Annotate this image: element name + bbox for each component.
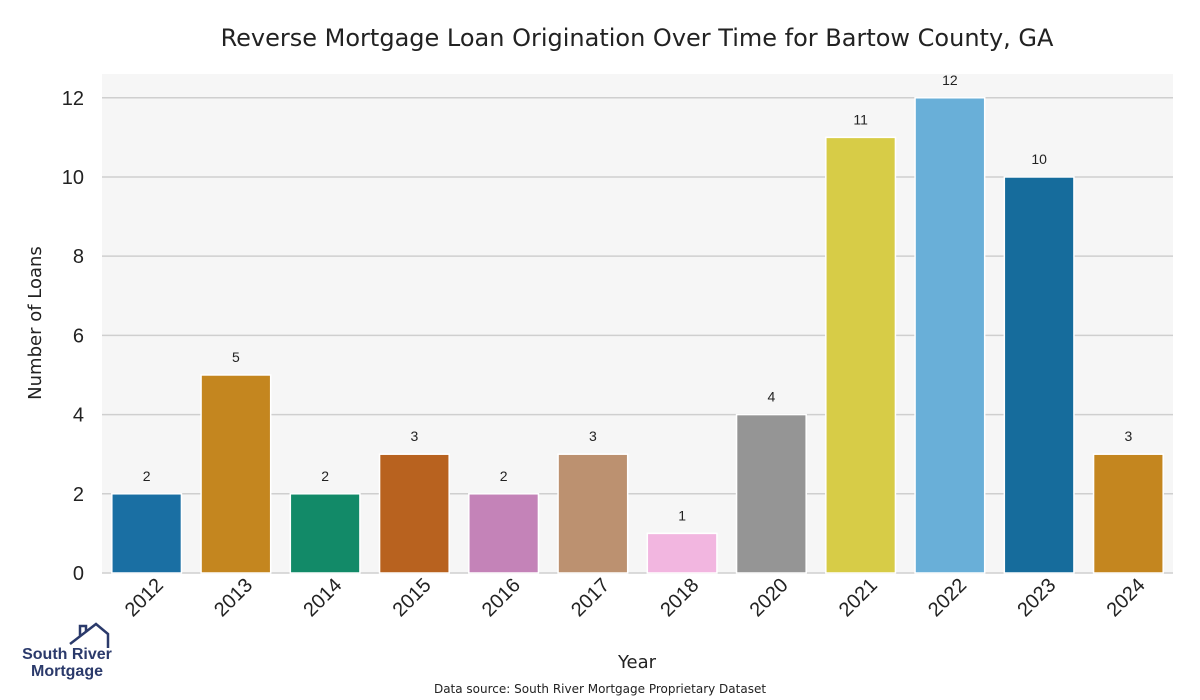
south-river-logo: South River Mortgage — [22, 622, 112, 680]
x-tick-label-2021: 2021 — [835, 574, 882, 621]
bar-2015 — [378, 453, 450, 574]
y-tick-label: 12 — [62, 88, 84, 110]
x-tick-label-2012: 2012 — [121, 574, 168, 621]
data-label-2015: 3 — [410, 428, 418, 444]
x-tick-labels: 2012 2013 2014 2015 2016 2017 2018 2020 2021 2022… — [121, 574, 1150, 621]
data-label-2020: 4 — [767, 389, 775, 405]
bar-2023 — [1003, 176, 1075, 574]
data-label-2016: 2 — [500, 468, 508, 484]
data-source-note: Data source: South River Mortgage Propri… — [434, 682, 766, 696]
x-tick-label-2018: 2018 — [656, 574, 703, 621]
bar-2014 — [289, 493, 361, 574]
bar-2013 — [200, 374, 272, 574]
data-labels: 2 5 2 3 2 3 1 4 11 12 10 3 — [143, 72, 1133, 524]
data-label-2012: 2 — [143, 468, 151, 484]
x-tick-label-2020: 2020 — [746, 574, 793, 621]
y-axis-label: Number of Loans — [25, 246, 46, 400]
bars — [111, 97, 1164, 574]
x-tick-label-2023: 2023 — [1013, 574, 1060, 621]
y-tick-labels: 0 2 4 6 8 10 12 — [62, 88, 84, 585]
data-label-2024: 3 — [1124, 428, 1132, 444]
logo-line-1: South River — [22, 646, 112, 663]
gridlines — [102, 97, 1173, 574]
x-tick-label-2024: 2024 — [1103, 574, 1150, 621]
bar-2016 — [468, 493, 540, 574]
x-tick-label-2022: 2022 — [924, 574, 971, 621]
x-axis-label: Year — [617, 652, 657, 673]
data-label-2013: 5 — [232, 349, 240, 365]
plot-background — [102, 74, 1173, 573]
data-label-2017: 3 — [589, 428, 597, 444]
y-tick-label: 2 — [73, 484, 84, 506]
data-label-2023: 10 — [1031, 151, 1047, 167]
y-tick-label: 4 — [73, 405, 84, 427]
x-tick-label-2017: 2017 — [567, 574, 614, 621]
logo-line-2: Mortgage — [31, 663, 103, 680]
bar-2022 — [914, 97, 986, 574]
y-tick-label: 6 — [73, 325, 84, 347]
y-tick-label: 8 — [73, 246, 84, 268]
bar-2021 — [825, 136, 897, 574]
data-label-2018: 1 — [678, 507, 686, 523]
x-tick-label-2013: 2013 — [210, 574, 257, 621]
y-tick-label: 0 — [73, 563, 84, 585]
data-label-2014: 2 — [321, 468, 329, 484]
y-tick-label: 10 — [62, 167, 84, 189]
bar-2020 — [735, 413, 807, 574]
x-tick-label-2015: 2015 — [389, 574, 436, 621]
x-tick-label-2016: 2016 — [478, 574, 525, 621]
house-icon — [69, 622, 110, 648]
x-tick-label-2014: 2014 — [299, 574, 346, 621]
bar-2012 — [111, 493, 183, 574]
data-label-2021: 11 — [853, 111, 868, 127]
data-label-2022: 12 — [942, 72, 958, 88]
chart-title: Reverse Mortgage Loan Origination Over T… — [221, 24, 1054, 52]
bar-2018 — [646, 532, 718, 574]
bar-2017 — [557, 453, 629, 574]
bar-2024 — [1092, 453, 1164, 574]
